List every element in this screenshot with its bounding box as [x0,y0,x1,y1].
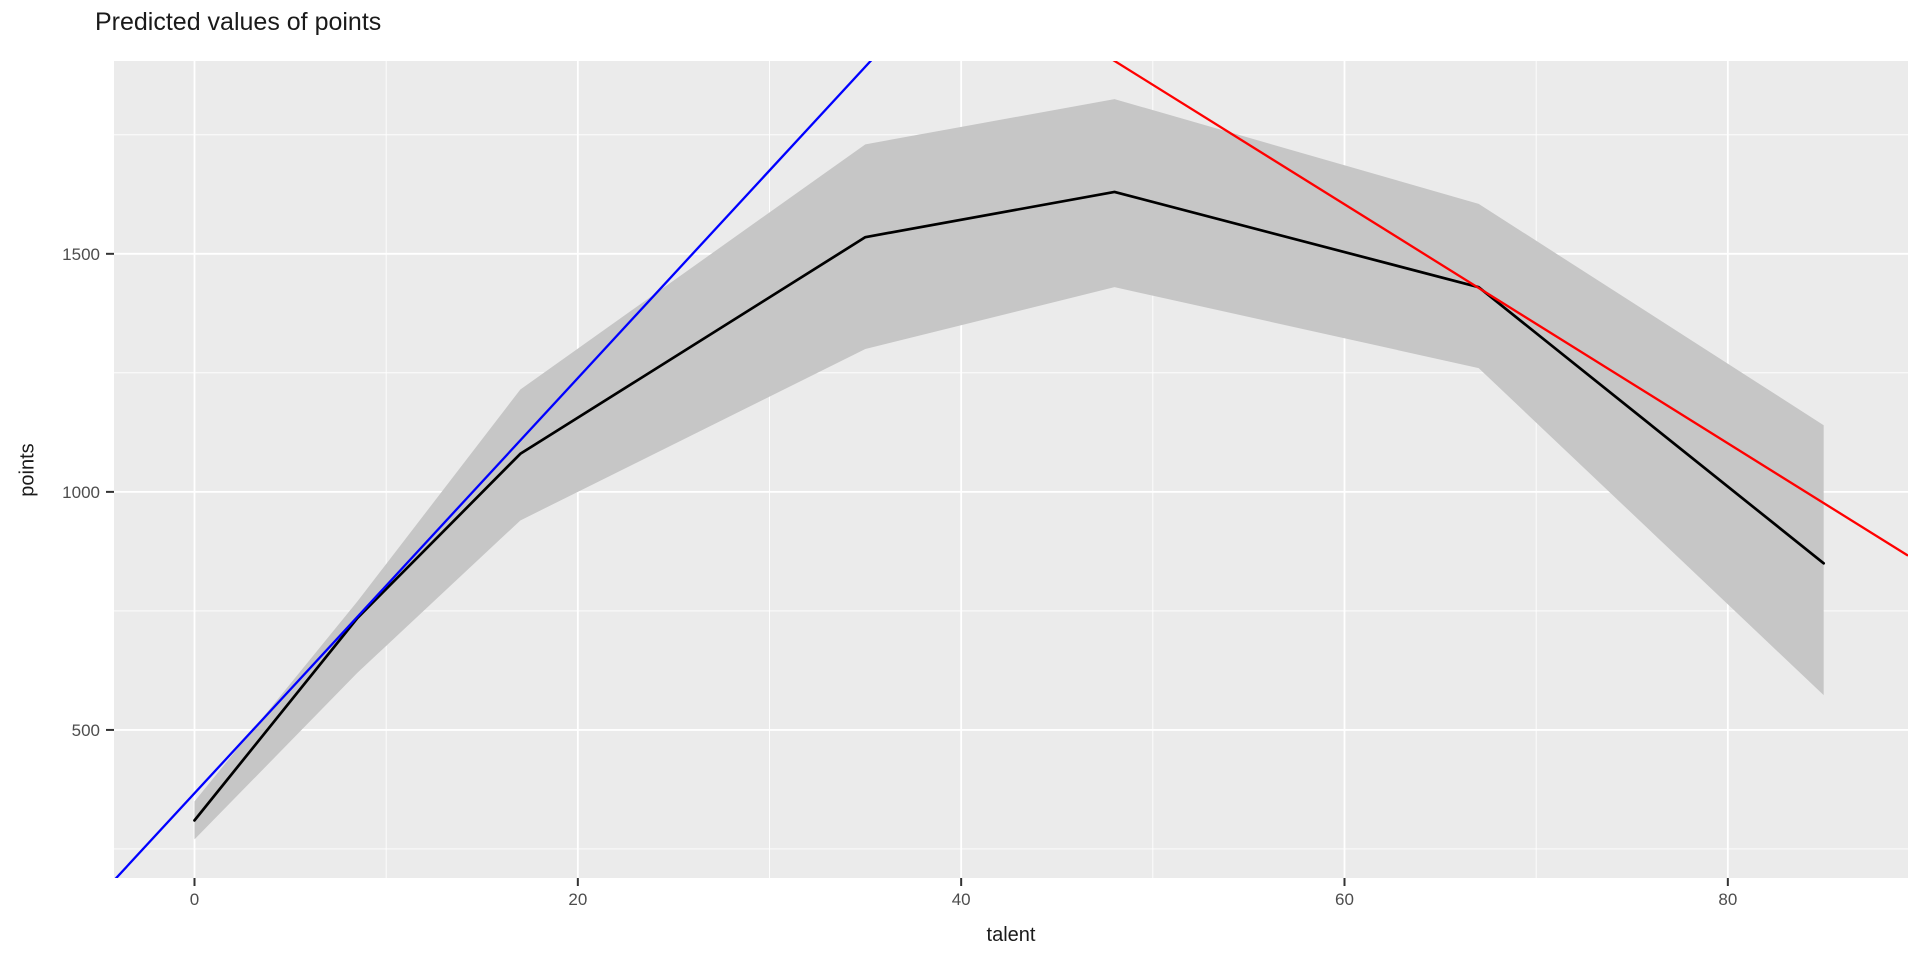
x-tick-label: 0 [190,890,199,909]
blue-tangent-line [114,61,873,878]
red-tangent-line [1112,61,1908,557]
x-tick-label: 40 [952,890,971,909]
x-tick-label: 60 [1335,890,1354,909]
y-tick-label: 1500 [62,245,100,264]
x-tick-label: 80 [1718,890,1737,909]
confidence-ribbon [194,99,1824,840]
y-tick-label: 500 [72,721,100,740]
x-axis-title: talent [986,924,1036,946]
x-tick-label: 20 [568,890,587,909]
chart-title: Predicted values of points [95,8,382,36]
y-tick-label: 1000 [62,483,100,502]
